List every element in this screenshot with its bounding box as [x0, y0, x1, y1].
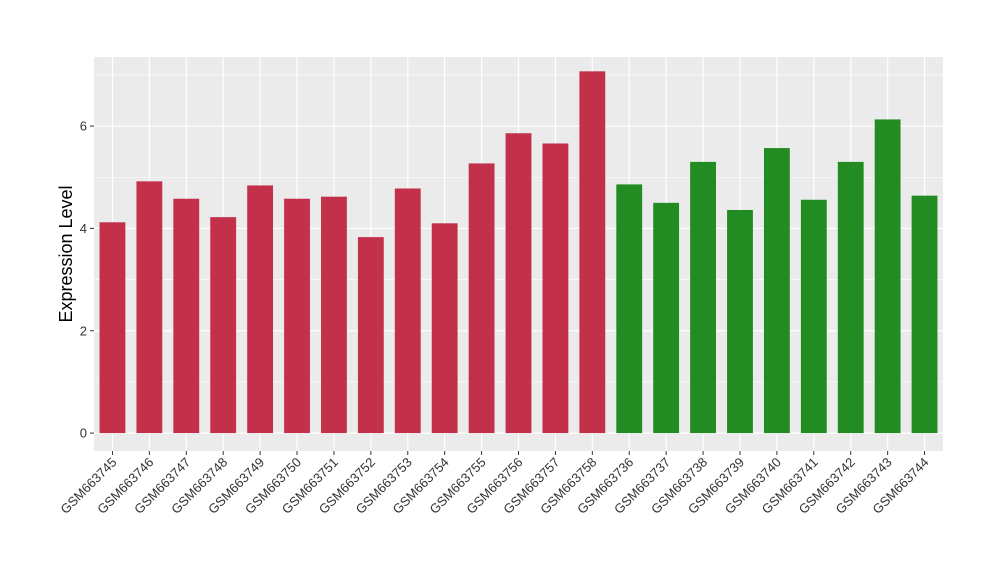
bar — [210, 217, 237, 434]
bar — [690, 161, 716, 434]
bar — [136, 181, 163, 434]
x-axis: GSM663745GSM663746GSM663747GSM663748GSM6… — [57, 451, 932, 517]
bar — [616, 184, 643, 434]
y-tick-label: 4 — [80, 221, 87, 236]
bar — [579, 71, 606, 434]
bar — [357, 237, 384, 434]
bar — [321, 196, 347, 434]
bar — [837, 161, 864, 434]
bar — [247, 185, 274, 434]
y-axis-title: Expression Level — [56, 185, 76, 322]
bar — [394, 188, 421, 434]
bar — [505, 133, 532, 434]
y-axis: 0 2 4 6 — [80, 119, 94, 441]
bar — [468, 163, 495, 434]
bar — [727, 209, 753, 434]
bar — [800, 199, 827, 434]
bar — [284, 198, 310, 434]
bar — [173, 198, 200, 434]
bars-group — [99, 71, 938, 434]
y-tick-label: 6 — [80, 119, 87, 134]
bar — [763, 148, 790, 434]
bar — [653, 202, 680, 434]
bar — [99, 222, 126, 434]
y-tick-label: 2 — [80, 323, 87, 338]
bar — [542, 143, 569, 434]
y-tick-label: 0 — [80, 426, 87, 441]
bar — [911, 195, 938, 434]
bar — [431, 223, 458, 434]
bar — [874, 119, 901, 434]
